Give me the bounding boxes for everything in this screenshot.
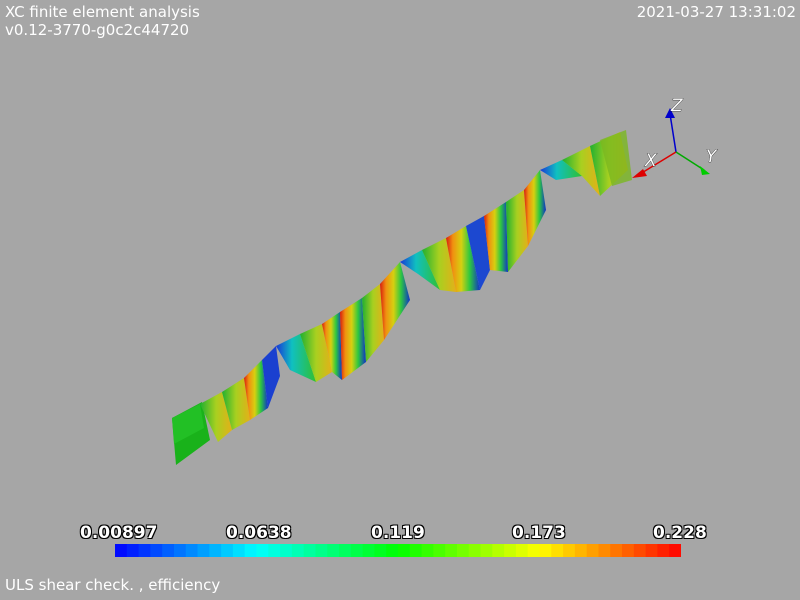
y-axis-label: Y [706, 147, 718, 167]
colorbar-band [350, 544, 364, 557]
colorbar-band [610, 544, 623, 557]
colorbar-band [386, 544, 399, 557]
colorbar-band [339, 544, 352, 557]
axes-triad: Z X Y [632, 96, 718, 178]
z-axis-label: Z [670, 96, 683, 116]
colorbar-tick-label: 0.00897 [80, 523, 158, 543]
colorbar-tick-label: 0.228 [653, 523, 707, 543]
result-caption: ULS shear check. , efficiency [5, 576, 221, 594]
colorbar-band [563, 544, 576, 557]
colorbar-band [645, 544, 659, 557]
colorbar-tick-label: 0.119 [371, 523, 425, 543]
colorbar-band [256, 544, 269, 557]
colorbar-band [622, 544, 635, 557]
version-label: v0.12-3770-g0c2c44720 [5, 21, 190, 39]
colorbar-band [268, 544, 281, 557]
colorbar-band [173, 544, 187, 557]
colorbar-band [362, 544, 376, 557]
colorbar-band [244, 544, 258, 557]
colorbar-band [480, 544, 493, 557]
timestamp: 2021-03-27 13:31:02 [636, 3, 796, 21]
colorbar-tick-label: 0.0638 [226, 523, 292, 543]
colorbar-band [574, 544, 588, 557]
colorbar-band [232, 544, 246, 557]
colorbar-band [115, 544, 128, 557]
colorbar-band [527, 544, 541, 557]
x-axis-label: X [644, 151, 657, 171]
colorbar-band [586, 544, 600, 557]
colorbar-band [197, 544, 210, 557]
colorbar-band [598, 544, 611, 557]
colorbar-band [551, 544, 564, 557]
colorbar-band [150, 544, 163, 557]
colorbar-band [421, 544, 434, 557]
colorbar-band [456, 544, 470, 557]
colorbar-band [162, 544, 175, 557]
colorbar-band [539, 544, 552, 557]
colorbar-band [280, 544, 293, 557]
colorbar-band [209, 544, 222, 557]
colorbar-band [657, 544, 670, 557]
colorbar-band [126, 544, 140, 557]
fem-mesh [172, 130, 632, 465]
colorbar-band [504, 544, 517, 557]
colorbar-band [515, 544, 529, 557]
color-scale-bar [115, 544, 681, 557]
colorbar-band [669, 544, 681, 557]
colorbar-band [398, 544, 411, 557]
colorbar-band [327, 544, 340, 557]
colorbar-band [138, 544, 151, 557]
colorbar-band [445, 544, 458, 557]
colorbar-band [315, 544, 328, 557]
colorbar-band [492, 544, 505, 557]
app-title: XC finite element analysis [5, 3, 200, 21]
colorbar-band [433, 544, 446, 557]
colorbar-band [185, 544, 199, 557]
colorbar-band [291, 544, 305, 557]
colorbar-band [374, 544, 387, 557]
colorbar-tick-label: 0.173 [512, 523, 566, 543]
colorbar-band [633, 544, 647, 557]
colorbar-band [468, 544, 482, 557]
colorbar-band [409, 544, 423, 557]
colorbar-band [221, 544, 234, 557]
colorbar-band [303, 544, 317, 557]
